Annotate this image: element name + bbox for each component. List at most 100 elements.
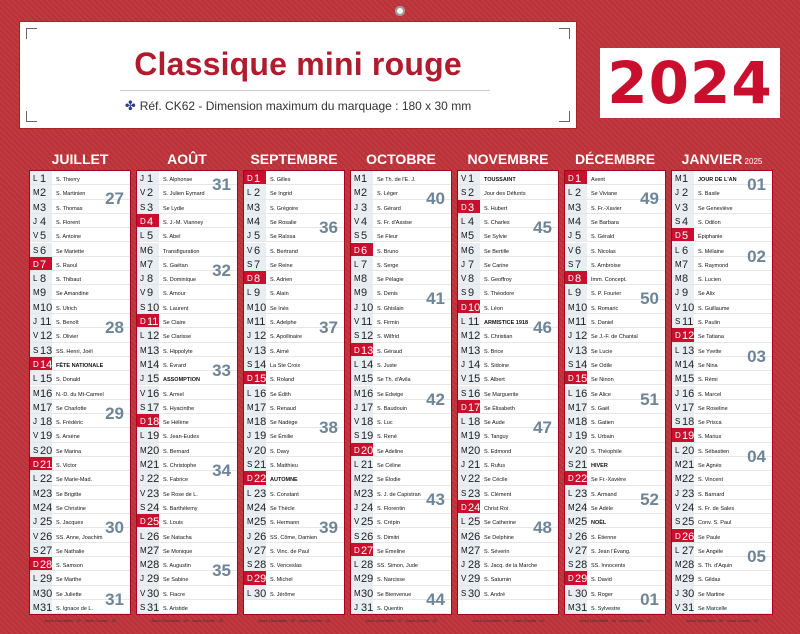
saint-name: S. Amour xyxy=(163,291,186,298)
week-number: 30 xyxy=(105,518,124,538)
saint-name: S. Fiacre xyxy=(163,591,186,598)
weekday-letter: V xyxy=(247,445,253,455)
weekday-letter: M xyxy=(247,202,254,212)
weekday-letter: L xyxy=(675,445,680,455)
day-number: 5 xyxy=(575,230,582,243)
saint-name: Se Marguerite xyxy=(484,391,519,398)
week-number: 03 xyxy=(747,346,766,366)
weekday-letter: M xyxy=(247,302,254,312)
day-cell: L 23 xyxy=(565,485,587,500)
day-number: 25 xyxy=(40,516,53,529)
day-cell: J 26 xyxy=(565,528,587,543)
weekday-letter: J xyxy=(140,474,144,484)
saint-name: S. Ambroise xyxy=(591,262,621,269)
weekday-letter: V xyxy=(140,588,146,598)
weekday-letter: M xyxy=(675,374,682,384)
day-cell: J 21 xyxy=(458,457,480,471)
year-label: 2024 xyxy=(600,48,780,118)
saint-name: S. Antoine xyxy=(56,234,82,241)
saint-name: S. Rémi xyxy=(698,377,718,384)
day-row: L 1 S. Thierry xyxy=(30,171,130,186)
day-row: V 11 S. Firmin xyxy=(351,314,451,329)
day-row: M 22 Se Élodie xyxy=(351,471,451,486)
saint-name: SS. Henri, Joël xyxy=(56,348,93,355)
day-row: M 18 S. Gatien xyxy=(565,414,665,429)
day-number: 10 xyxy=(575,301,588,314)
saint-name: S. Roger xyxy=(591,591,613,598)
day-number: 27 xyxy=(682,544,695,557)
saint-name: S. Étienne xyxy=(591,534,617,541)
week-number: 28 xyxy=(105,318,124,337)
weekday-letter: V xyxy=(247,345,253,355)
saint-name: Se Lydie xyxy=(163,205,185,212)
saint-name: S. Théophile xyxy=(591,448,622,455)
day-row: L 4 S. Charles xyxy=(458,213,558,229)
day-number: 18 xyxy=(682,416,695,429)
day-row: J 11 S. Benoît xyxy=(30,314,130,329)
weekday-letter: J xyxy=(354,502,358,512)
saint-name: Se Céline xyxy=(377,463,401,469)
day-row: L 19 S. Jean-Eudes xyxy=(137,428,237,443)
saint-name: S. Charles xyxy=(484,219,510,226)
day-cell: M 23 xyxy=(351,485,373,500)
day-cell: M 21 xyxy=(137,457,159,471)
day-number: 21 xyxy=(40,459,53,471)
day-number: 24 xyxy=(361,501,374,514)
weekday-letter: D xyxy=(33,259,39,269)
day-number: 12 xyxy=(254,330,267,343)
day-row: D 24 Christ Roi xyxy=(458,499,558,515)
saint-name: Se Amandine xyxy=(56,291,89,298)
day-cell: S 20 xyxy=(30,442,52,457)
day-cell: M 30 xyxy=(351,585,373,600)
saint-name: S. Thomas xyxy=(56,205,83,212)
day-number: 7 xyxy=(468,258,475,271)
day-cell: S 28 xyxy=(565,557,587,571)
weekday-letter: M xyxy=(140,545,147,555)
day-number: 28 xyxy=(254,559,267,572)
weekday-letter: J xyxy=(140,374,144,384)
weekday-letter: M xyxy=(247,502,254,512)
weekday-letter: V xyxy=(461,474,467,484)
day-cell: M 16 xyxy=(351,385,373,400)
day-number: 7 xyxy=(361,258,368,271)
day-row: L 15 S. Donald xyxy=(30,371,130,386)
day-number: 18 xyxy=(468,416,481,429)
saint-name: Se Adeline xyxy=(377,448,404,455)
saint-name: Christ Roi xyxy=(484,505,509,512)
saint-name: S. Martinien xyxy=(56,191,86,198)
day-cell: V 27 xyxy=(244,542,266,557)
saint-name: Se Juliette xyxy=(56,591,82,598)
weekday-letter: V xyxy=(675,302,681,312)
day-row: J 1 S. Alphonse xyxy=(137,171,237,186)
saint-name: S. Alphonse xyxy=(163,177,193,183)
day-cell: D 29 xyxy=(244,571,266,585)
weekday-letter: J xyxy=(140,574,144,584)
day-number: 1 xyxy=(254,173,261,185)
saint-name: S. Th. d'Aquin xyxy=(698,563,733,570)
day-cell: V 23 xyxy=(137,485,159,500)
weekday-letter: L xyxy=(461,317,466,326)
day-number: 25 xyxy=(147,516,160,529)
weekday-letter: D xyxy=(675,231,681,241)
week-number: 29 xyxy=(105,403,124,423)
saint-name: Se Édith xyxy=(270,391,291,398)
day-cell: V 12 xyxy=(30,328,52,342)
weekday-letter: S xyxy=(247,460,253,469)
day-number: 8 xyxy=(682,273,689,286)
day-row: S 20 Se Marina xyxy=(30,442,130,457)
saint-name: S. Apollinaire xyxy=(270,334,303,341)
weekday-letter: D xyxy=(354,445,360,455)
weekday-letter: V xyxy=(247,545,253,555)
saint-name: Se Bertille xyxy=(484,248,510,255)
saint-name: Se Marie-Mad. xyxy=(56,477,93,484)
day-cell: M 10 xyxy=(565,299,588,314)
day-row: L 14 S. Juste xyxy=(351,356,451,372)
day-number: 5 xyxy=(361,230,368,243)
saint-name: S. Michel xyxy=(270,577,293,584)
day-number: 28 xyxy=(147,559,160,572)
weekday-letter: S xyxy=(354,331,360,341)
